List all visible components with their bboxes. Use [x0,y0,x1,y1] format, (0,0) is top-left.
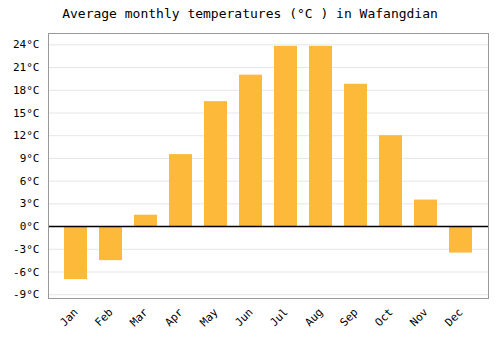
svg-text:Jul: Jul [267,306,290,329]
svg-text:Oct: Oct [372,306,395,329]
svg-text:Aug: Aug [302,306,325,329]
svg-text:0°C: 0°C [20,220,40,233]
svg-text:-6°C: -6°C [13,266,40,279]
svg-text:May: May [197,305,221,329]
svg-text:Dec: Dec [442,306,465,329]
html-text:Average monthly temperatures (: Average monthly temperatures (°C ) in Wa… [62,6,438,21]
svg-text:Mar: Mar [127,305,151,329]
svg-text:24°C: 24°C [13,38,40,51]
svg-text:15°C: 15°C [13,107,40,120]
svg-text:12°C: 12°C [13,129,40,142]
svg-text:-9°C: -9°C [13,288,40,301]
svg-text:-3°C: -3°C [13,243,40,256]
svg-text:Sep: Sep [337,306,360,329]
svg-text:6°C: 6°C [20,175,40,188]
svg-text:3°C: 3°C [20,197,40,210]
svg-text:Feb: Feb [92,306,115,329]
svg-text:Jan: Jan [57,306,80,329]
svg-text:Nov: Nov [407,305,431,329]
svg-text:Jun: Jun [232,306,255,329]
svg-text:9°C: 9°C [20,152,40,165]
svg-text:21°C: 21°C [13,61,40,74]
svg-text:18°C: 18°C [13,84,40,97]
svg-text:Apr: Apr [162,305,186,329]
